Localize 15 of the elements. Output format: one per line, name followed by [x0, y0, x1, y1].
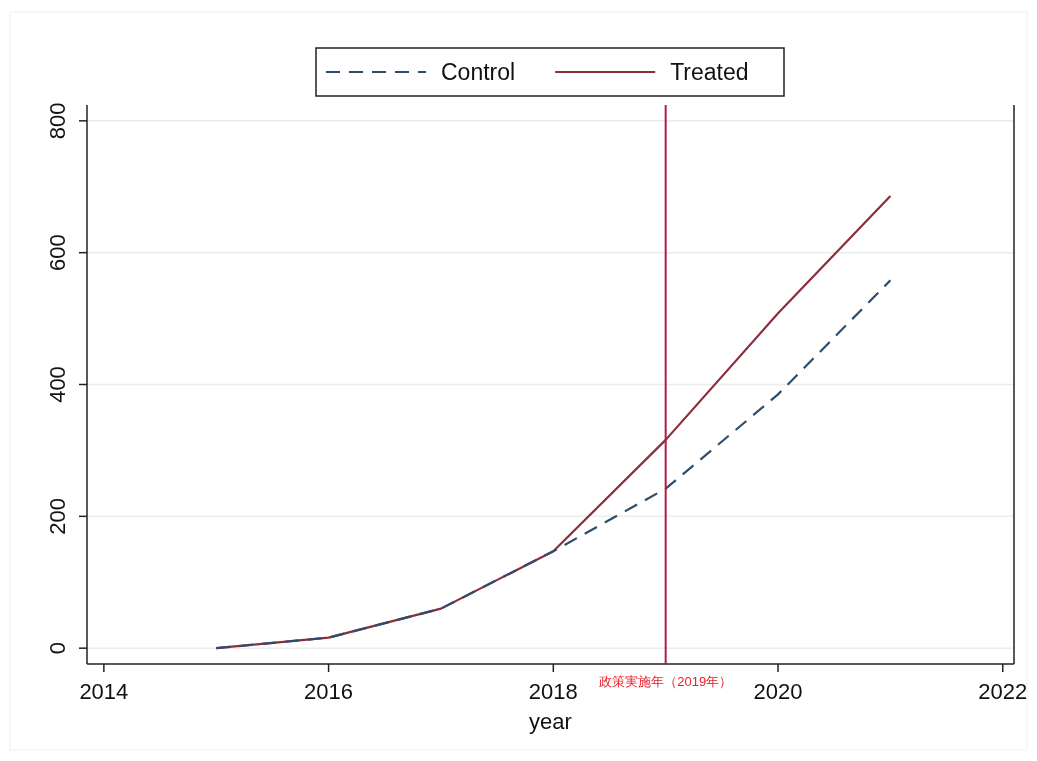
x-tick-label: 2022 — [978, 679, 1028, 704]
y-tick-label: 200 — [45, 497, 70, 535]
x-tick-label: 2016 — [304, 679, 354, 704]
y-tick-label: 600 — [45, 234, 70, 272]
y-tick-label: 800 — [45, 102, 70, 140]
y-tick-label: 0 — [45, 642, 70, 655]
legend-label: Control — [441, 59, 516, 85]
legend-label: Treated — [670, 59, 749, 85]
x-tick-label: 2018 — [528, 679, 578, 704]
ref-line-label: 政策実施年（2019年） — [599, 674, 733, 689]
x-axis-title: year — [529, 709, 572, 734]
x-tick-label: 2014 — [79, 679, 129, 704]
line-series — [215, 279, 892, 650]
y-tick-label: 400 — [45, 366, 70, 403]
x-tick-label: 2020 — [753, 679, 803, 704]
